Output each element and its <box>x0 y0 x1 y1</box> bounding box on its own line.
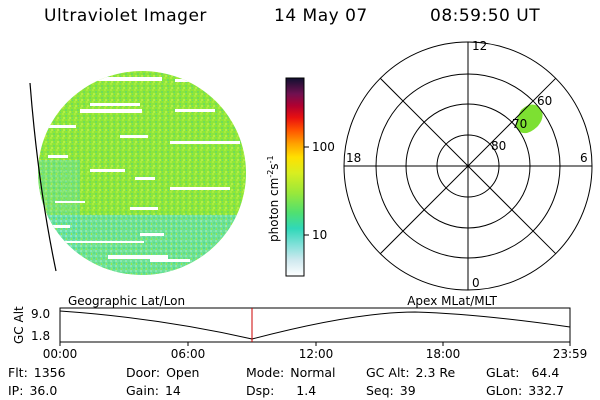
geographic-caption: Geographic Lat/Lon <box>68 294 185 308</box>
mlt-label-12: 12 <box>472 40 487 53</box>
altitude-curve <box>59 310 571 340</box>
apex-caption: Apex MLat/MLT <box>407 294 497 308</box>
status-gc-alt: GC Alt: 2.3 Re <box>366 365 456 380</box>
colorbar-unit-label: photon cm-2s-1 <box>266 155 281 242</box>
mlt-label-18: 18 <box>346 151 361 165</box>
image-time: 08:59:50 UT <box>430 6 541 26</box>
image-title: Ultraviolet Imager <box>44 6 207 26</box>
status-glat: GLat: 64.4 <box>486 365 560 380</box>
mlat-label-70: 70 <box>512 117 527 131</box>
colorbar-tick-100: 100 <box>312 140 335 154</box>
mlat-label-80: 80 <box>491 139 506 153</box>
mlat-label-60: 60 <box>537 94 552 108</box>
y-tick-1-8: 1.8 <box>31 329 50 343</box>
gc-alt-axis-title: GC Alt <box>12 306 26 344</box>
mlt-label-0: 0 <box>472 276 480 290</box>
status-gain: Gain: 14 <box>126 383 181 398</box>
orbit-timeline-plot: Geographic Lat/Lon Apex MLat/MLT GC Alt … <box>12 294 588 361</box>
x-tick-0000: 00:00 <box>43 347 78 361</box>
mlt-label-6: 6 <box>580 151 588 165</box>
status-mode: Mode: Normal <box>246 365 336 380</box>
x-tick-1200: 12:00 <box>299 347 334 361</box>
y-tick-9: 9.0 <box>31 307 50 321</box>
x-tick-2359: 23:59 <box>553 347 588 361</box>
status-seq: Seq: 39 <box>366 383 416 398</box>
status-dsp: Dsp: 1.4 <box>246 383 317 398</box>
status-glon: GLon: 332.7 <box>486 383 565 398</box>
status-ip: IP: 36.0 <box>8 383 58 398</box>
x-tick-1800: 18:00 <box>426 347 461 361</box>
image-date: 14 May 07 <box>274 6 368 26</box>
photon-flux-color-scale: 100 10 photon cm-2s-1 <box>266 77 335 277</box>
polar-mlat-mlt-plot: 12 18 6 0 60 70 80 <box>343 40 593 291</box>
earth-disk-image <box>29 71 246 275</box>
status-door: Door: Open <box>126 365 200 380</box>
status-flt: Flt: 1356 <box>8 365 66 380</box>
colorbar-tick-10: 10 <box>312 228 327 242</box>
x-tick-0600: 06:00 <box>171 347 206 361</box>
